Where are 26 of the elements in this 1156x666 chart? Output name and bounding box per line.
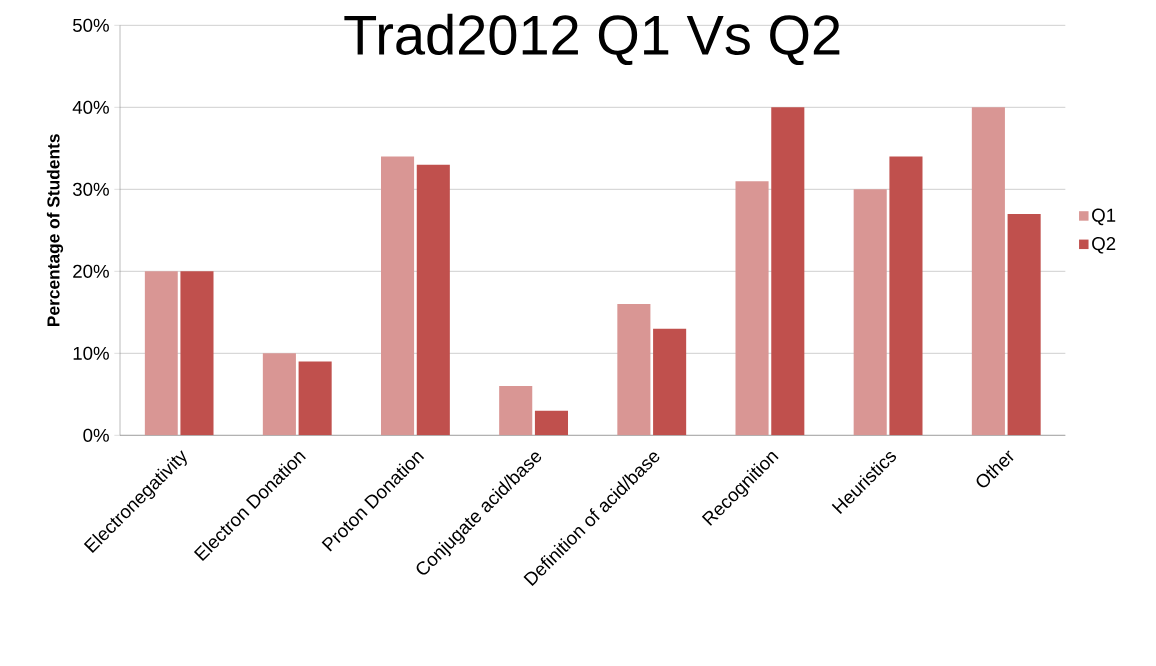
bar bbox=[853, 189, 887, 436]
y-tick-label: 20% bbox=[73, 264, 109, 278]
legend-label: Q2 bbox=[1092, 236, 1116, 254]
bar bbox=[735, 181, 769, 436]
bar bbox=[617, 304, 651, 436]
bar bbox=[416, 164, 450, 436]
y-tick-label: 50% bbox=[73, 18, 109, 32]
legend-label: Q1 bbox=[1092, 208, 1116, 226]
bar bbox=[180, 271, 214, 436]
bar bbox=[1007, 213, 1041, 436]
y-tick-label: 30% bbox=[72, 182, 109, 196]
bar bbox=[499, 386, 533, 436]
y-axis-title: Percentage of Students bbox=[46, 134, 64, 326]
bar bbox=[298, 361, 332, 436]
bar bbox=[889, 156, 923, 436]
bar bbox=[771, 107, 805, 436]
chart-title: Trad2012 Q1 Vs Q2 bbox=[344, 13, 840, 65]
bar bbox=[653, 328, 687, 436]
bar bbox=[971, 107, 1005, 436]
bar bbox=[534, 410, 569, 436]
bar bbox=[381, 156, 415, 436]
bar bbox=[262, 353, 296, 436]
bar bbox=[144, 271, 178, 436]
y-tick-label: 0% bbox=[83, 428, 109, 442]
y-tick-label: 10% bbox=[73, 346, 109, 360]
y-tick-label: 40% bbox=[72, 100, 109, 114]
